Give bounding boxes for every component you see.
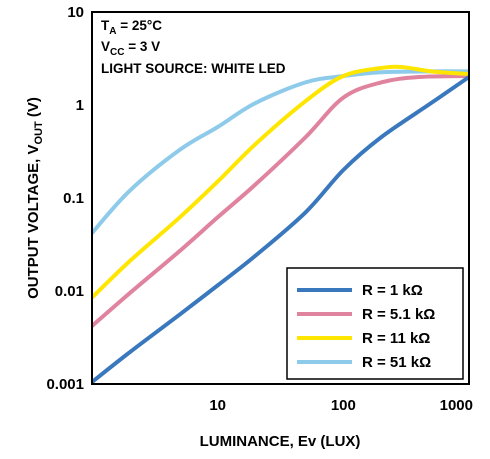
condition-light-source: LIGHT SOURCE: WHITE LED [101, 61, 286, 76]
x-tick-label: 10 [209, 397, 226, 414]
plot-frame [91, 11, 470, 385]
y-axis-ticks: 0.001 0.01 0.1 1 10 [46, 4, 84, 393]
y-tick-label: 1 [76, 97, 84, 114]
x-tick-label: 100 [331, 397, 356, 414]
y-tick-label: 0.001 [46, 376, 84, 393]
curves-group [92, 64, 469, 384]
legend: R = 1 kΩ R = 5.1 kΩ R = 11 kΩ R = 51 kΩ [286, 267, 464, 380]
test-conditions: TA = 25°C VCC = 3 V LIGHT SOURCE: WHITE … [101, 18, 286, 76]
legend-label: R = 11 kΩ [362, 330, 430, 347]
legend-label: R = 5.1 kΩ [362, 306, 435, 323]
y-tick-label: 0.01 [55, 283, 84, 300]
series-line-4 [92, 69, 469, 236]
y-tick-label: 10 [67, 4, 84, 21]
condition-temperature: TA = 25°C [101, 18, 162, 37]
series-line-3 [92, 64, 469, 300]
y-tick-label: 0.1 [63, 190, 84, 207]
x-tick-label: 1000 [440, 397, 473, 414]
legend-label: R = 1 kΩ [362, 282, 423, 299]
series-line-2 [92, 74, 469, 329]
condition-supply-voltage: VCC = 3 V [101, 39, 160, 58]
legend-label: R = 51 kΩ [362, 354, 431, 371]
y-axis-title: OUTPUT VOLTAGE, VOUT (V) [25, 97, 45, 299]
x-axis-title: LUMINANCE, Ev (LUX) [200, 433, 361, 450]
series-line-1 [92, 75, 469, 384]
x-axis-ticks: 10 100 1000 [209, 397, 473, 414]
